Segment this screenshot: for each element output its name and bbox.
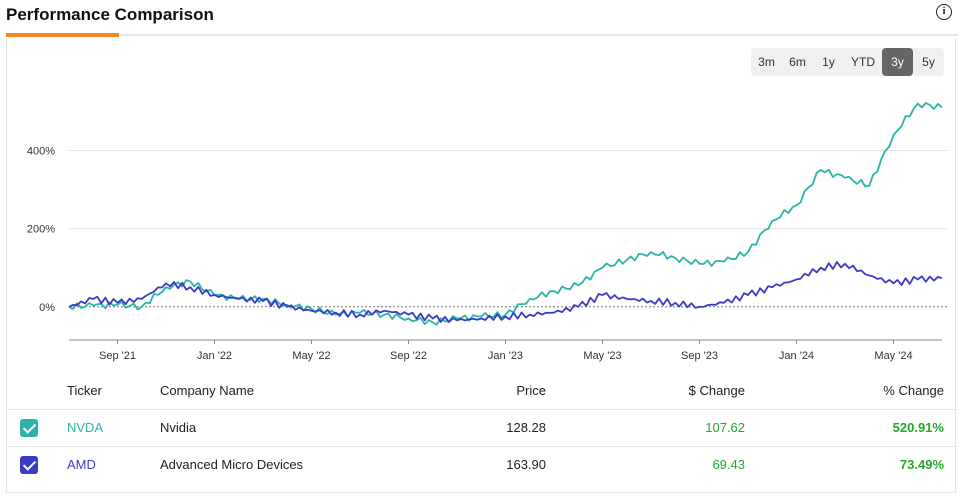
table-row: NVDA Nvidia 128.28 107.62 520.91% [7,410,957,447]
header-dollar-change: $ Change [688,383,745,398]
header-price: Price [516,383,546,398]
header-ticker: Ticker [67,383,102,398]
y-tick-label: 200% [27,224,55,236]
x-tick-label: May '23 [583,350,621,362]
price: 163.90 [506,457,546,472]
x-tick-label: May '22 [292,350,330,362]
title-accent-bar [6,33,119,37]
range-button-6m[interactable]: 6m [789,55,806,69]
ticker-link-amd[interactable]: AMD [67,457,96,472]
amd-checkbox[interactable] [20,456,38,474]
x-tick-label: Sep '21 [99,350,136,362]
series-line-amd [68,261,943,323]
nvda-checkbox[interactable] [20,419,38,437]
range-button-3y[interactable]: 3y [882,48,913,76]
dollar-change: 69.43 [712,457,745,472]
range-button-ytd[interactable]: YTD [851,55,875,69]
performance-card: 3m 6m 1y YTD 3y 5y 0% 200% 400% Sep '21 Jan '22 Ma… [6,38,957,493]
header-percent-change: % Change [883,383,944,398]
time-range-selector: 3m 6m 1y YTD 3y 5y [751,48,944,76]
table-header-row: Ticker Company Name Price $ Change % Cha… [7,373,957,410]
price: 128.28 [506,420,546,435]
title-divider [6,34,958,36]
dollar-change: 107.62 [705,420,745,435]
company-name: Nvidia [160,420,197,435]
percent-change: 73.49% [899,457,944,472]
performance-chart: 0% 200% 400% Sep '21 Jan '22 May '22 Sep '22 Ja… [27,102,947,362]
info-icon[interactable]: i [936,4,952,20]
x-tick-label: Jan '24 [779,350,814,362]
page-title: Performance Comparison [6,5,214,24]
ticker-link-nvda[interactable]: NVDA [67,420,104,435]
y-tick-label: 400% [27,146,55,158]
range-button-3m[interactable]: 3m [758,55,775,69]
range-button-1y[interactable]: 1y [822,55,835,69]
header: Performance Comparison i [0,0,960,37]
y-tick-label: 0% [39,302,55,314]
company-name: Advanced Micro Devices [160,457,304,472]
percent-change: 520.91% [892,420,944,435]
x-tick-label: Sep '22 [390,350,427,362]
table-row: AMD Advanced Micro Devices 163.90 69.43 … [7,447,957,483]
header-company: Company Name [160,383,254,398]
x-tick-label: Sep '23 [681,350,718,362]
x-tick-label: Jan '23 [488,350,523,362]
range-button-5y[interactable]: 5y [922,55,935,69]
x-tick-label: May '24 [874,350,912,362]
x-tick-label: Jan '22 [197,350,232,362]
